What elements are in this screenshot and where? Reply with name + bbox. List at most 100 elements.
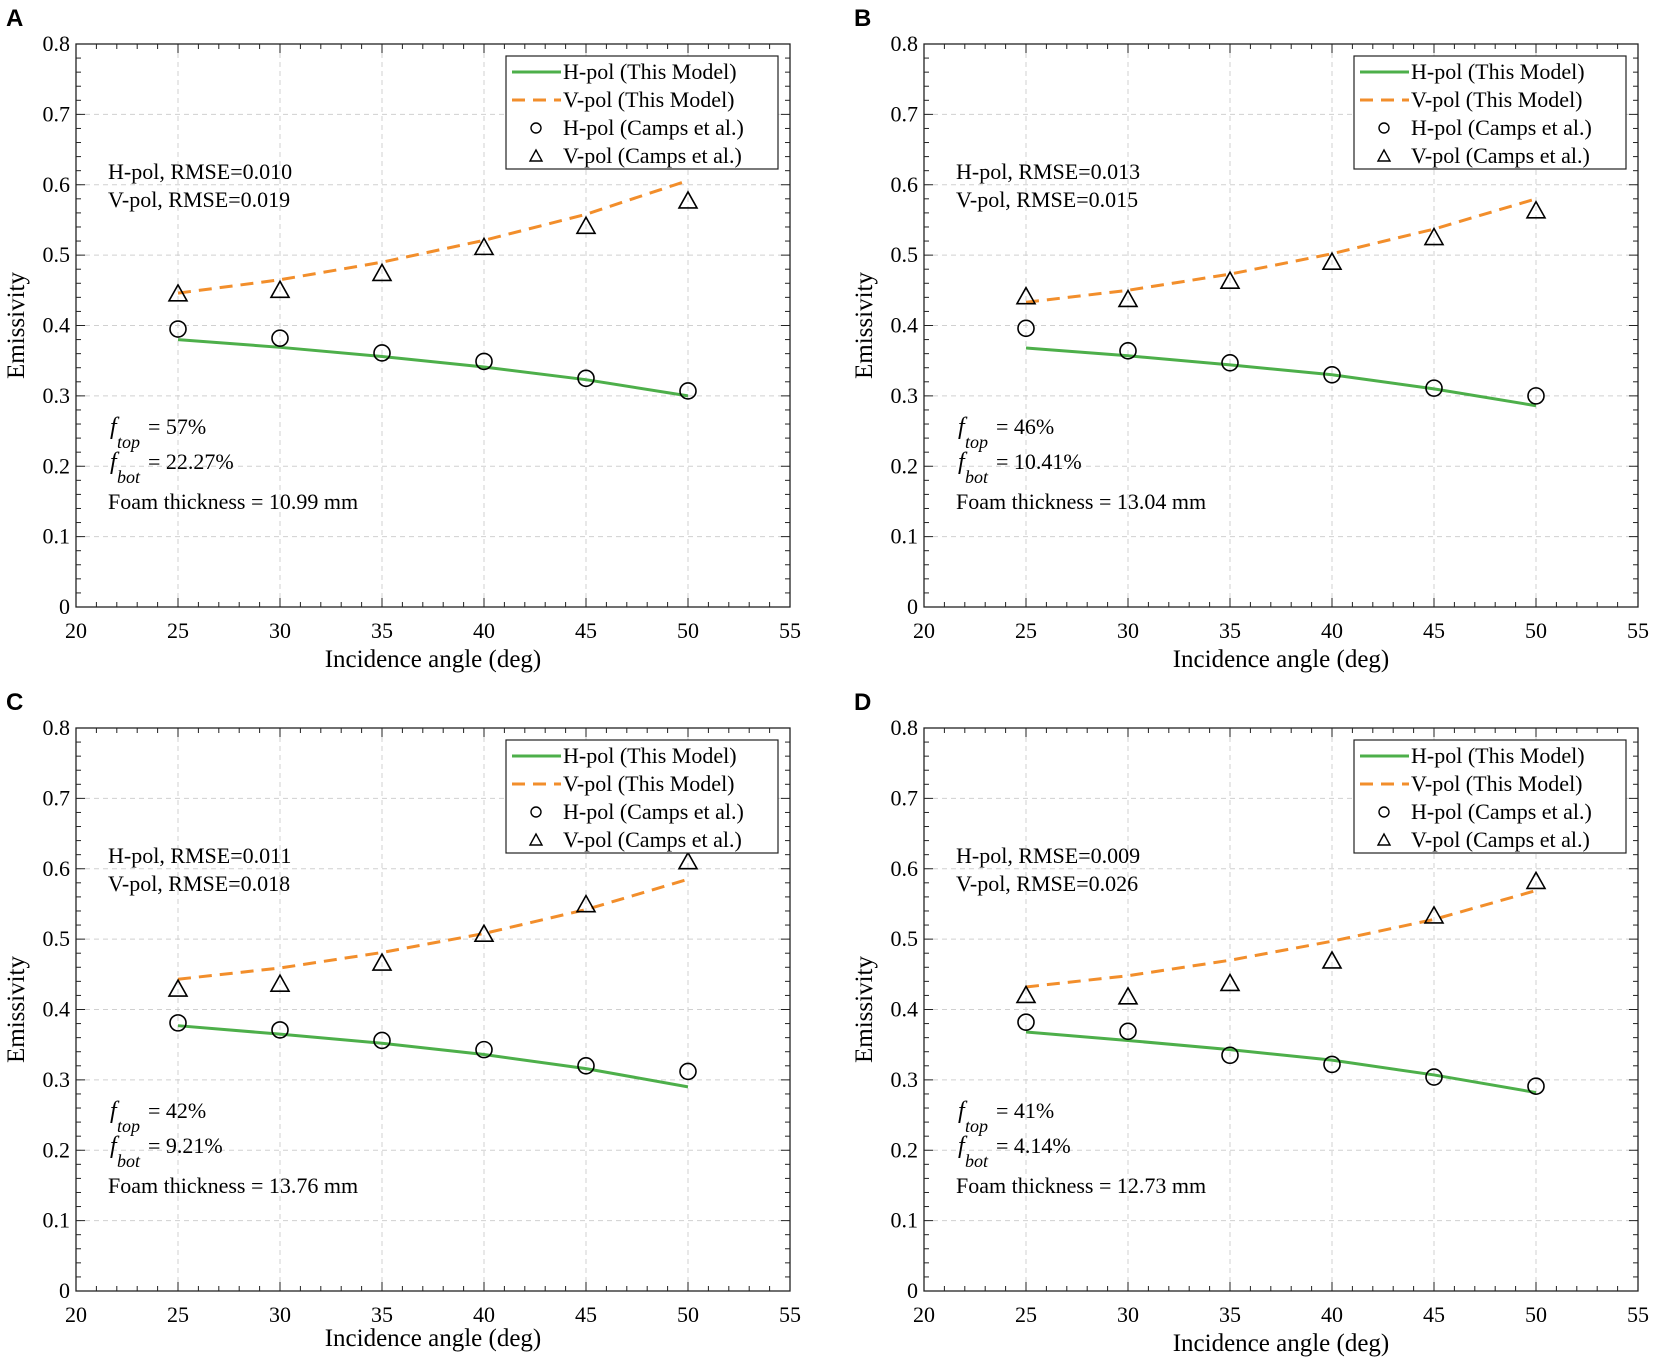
v-pol-camps-point (473, 923, 495, 942)
panel-c: C 20 25 30 35 40 45 50 55 0 0.1 0.2 0.3 0.4 0.5 0.6 0.7 0… (3, 689, 801, 1352)
x-axis-label: Incidence angle (deg) (1173, 1330, 1390, 1357)
legend-entry: H-pol (This Model) (1411, 743, 1585, 768)
x-tick-label: 30 (1117, 1302, 1139, 1327)
h-pol-camps-point (1017, 1013, 1035, 1031)
panel-b: B 20 25 30 35 40 45 50 55 0 0.1 0.2 0.3 0.4 0.5 0.6 0.7 0… (851, 5, 1649, 673)
x-tick-label: 30 (269, 618, 291, 643)
y-tick-label: 0.7 (891, 785, 919, 810)
legend-entry: V-pol (This Model) (1411, 771, 1583, 796)
y-axis-label: Emissivity (3, 272, 30, 379)
v-pol-camps-point (1423, 905, 1445, 924)
v-pol-camps-point (1117, 288, 1139, 308)
x-tick-label: 55 (1627, 1302, 1649, 1327)
legend-triangle-icon (1376, 832, 1392, 846)
legend: H-pol (This Model) V-pol (This Model) H-po… (1353, 739, 1627, 854)
legend-triangle-icon (1376, 148, 1392, 162)
v-pol-camps-point (1321, 950, 1343, 969)
x-tick-label: 20 (65, 1302, 87, 1327)
v-pol-camps-point (575, 894, 597, 913)
subscript-bot: bot (965, 467, 989, 487)
legend-box (505, 55, 779, 170)
y-tick-label: 0.2 (891, 1137, 919, 1162)
v-pol-camps-point (1321, 251, 1343, 270)
v-pol-camps-point (575, 215, 597, 235)
y-tick-label: 0.4 (891, 997, 919, 1022)
h-pol-model-line (177, 1024, 689, 1089)
rmse-h-annotation: H-pol, RMSE=0.010 (108, 159, 292, 184)
y-tick-label: 0.3 (891, 1067, 919, 1092)
legend-box (505, 739, 779, 854)
x-axis-label: Incidence angle (deg) (325, 1325, 542, 1352)
legend-entry: H-pol (Camps et al.) (563, 115, 744, 140)
y-tick-label: 0.5 (43, 926, 71, 951)
v-pol-camps-point (1015, 286, 1037, 305)
plot-frame (923, 727, 1639, 1292)
y-tick-label: 0.3 (43, 1067, 71, 1092)
legend-circle-icon (530, 806, 542, 818)
x-tick-label: 45 (1423, 1302, 1445, 1327)
y-tick-label: 0.8 (891, 31, 919, 56)
y-tick-label: 0.7 (43, 785, 71, 810)
v-pol-camps-point (473, 236, 495, 256)
y-axis-label: Emissivity (851, 272, 878, 379)
panel-label: D (854, 689, 871, 716)
v-pol-camps-point (1423, 226, 1445, 246)
y-tick-label: 0.8 (43, 31, 71, 56)
y-tick-label: 0.4 (43, 997, 71, 1022)
legend-circle-icon (1378, 122, 1390, 134)
x-tick-label: 55 (779, 618, 801, 643)
subscript-top: top (965, 432, 988, 452)
legend-entry: V-pol (Camps et al.) (563, 827, 742, 852)
f-symbol: f (958, 449, 968, 475)
h-pol-model-line (1025, 346, 1537, 408)
h-pol-camps-point (577, 369, 595, 388)
x-tick-label: 25 (1015, 1302, 1037, 1327)
y-tick-label: 0.6 (43, 856, 71, 881)
h-pol-camps-point (475, 352, 493, 371)
h-pol-camps-point (1221, 1046, 1239, 1065)
h-pol-camps-point (1323, 365, 1341, 384)
y-tick-label: 0 (907, 594, 918, 619)
y-tick-label: 0.1 (43, 1208, 71, 1233)
x-tick-label: 45 (575, 618, 597, 643)
legend-circle-icon (530, 122, 542, 134)
legend-entry: H-pol (Camps et al.) (1411, 799, 1592, 824)
x-tick-label: 35 (1219, 618, 1241, 643)
f-top-annotation: = 41% (996, 1098, 1054, 1123)
h-pol-model-line (177, 338, 689, 398)
v-pol-camps-point (1117, 986, 1139, 1005)
f-symbol: f (958, 1098, 968, 1124)
f-top-annotation: = 57% (148, 414, 206, 439)
legend-entry: H-pol (Camps et al.) (563, 799, 744, 824)
h-pol-camps-point (1119, 342, 1137, 360)
panel-label: B (854, 5, 871, 32)
legend-box (1353, 739, 1627, 854)
y-tick-label: 0.3 (891, 383, 919, 408)
v-pol-model-line (177, 877, 689, 981)
subscript-top: top (117, 432, 140, 452)
x-tick-label: 20 (913, 1302, 935, 1327)
rmse-v-annotation: V-pol, RMSE=0.015 (956, 187, 1138, 212)
h-pol-camps-point (1017, 319, 1035, 338)
y-tick-label: 0.8 (891, 715, 919, 740)
h-pol-camps-point (1425, 1068, 1443, 1086)
v-pol-camps-point (269, 973, 291, 992)
x-axis-label: Incidence angle (deg) (1173, 646, 1390, 673)
subscript-bot: bot (965, 1151, 989, 1171)
x-tick-label: 40 (473, 1302, 495, 1327)
f-symbol: f (958, 1133, 968, 1159)
plot-frame (923, 43, 1639, 608)
x-axis-label: Incidence angle (deg) (325, 646, 542, 673)
y-tick-label: 0 (59, 1278, 70, 1303)
v-pol-model-line (1025, 889, 1537, 989)
v-pol-camps-point (371, 262, 393, 282)
f-symbol: f (110, 414, 120, 440)
panel-a: A 20 25 30 35 40 45 50 55 0 0.1 0.2 0.3 0.4 0.5 0.6 0.7 0… (3, 5, 801, 673)
rmse-v-annotation: V-pol, RMSE=0.026 (956, 871, 1138, 896)
y-tick-label: 0.5 (891, 242, 919, 267)
f-bot-annotation: = 4.14% (996, 1133, 1071, 1158)
v-pol-camps-point (677, 851, 699, 870)
plot-frame (75, 727, 791, 1292)
x-tick-label: 35 (371, 1302, 393, 1327)
h-pol-camps-point (1527, 387, 1545, 405)
